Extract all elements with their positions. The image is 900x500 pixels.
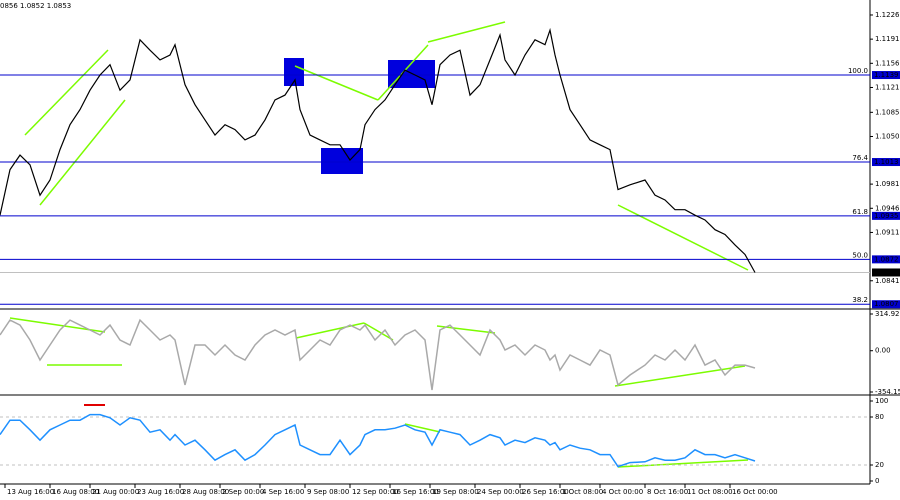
x-tick-label: 16 Aug 08:00 [52, 488, 99, 496]
price-box-label: 1.0853 [874, 268, 899, 276]
price-box [872, 300, 900, 309]
price-box-label: 1.1013 [874, 158, 899, 166]
y-tick-label: 314.9232 [875, 310, 900, 318]
y-tick-label: 1.1156 [875, 59, 900, 67]
series-line [0, 318, 756, 391]
series-line [0, 27, 756, 273]
series-line [0, 413, 756, 468]
price-box-label: 1.0935 [874, 212, 899, 220]
level-label: 76.4 [852, 154, 868, 162]
trend-line [294, 65, 379, 101]
price-box [872, 211, 900, 220]
y-tick-label: 100 [875, 397, 888, 405]
trend-line [404, 423, 441, 433]
x-tick-label: 4 Sep 16:00 [262, 488, 304, 496]
trend-line [617, 459, 749, 468]
y-tick-label: 1.0981 [875, 180, 900, 188]
x-tick-label: 23 Aug 16:00 [137, 488, 184, 496]
y-tick-label: 1.1191 [875, 35, 900, 43]
trend-line [295, 322, 365, 339]
frames [0, 0, 900, 485]
price-box-label: 1.0872 [874, 255, 899, 263]
price-box-label: 1.0807 [874, 300, 899, 308]
x-tick-label: 8 Oct 16:00 [647, 488, 688, 496]
level-label: 61.8 [852, 208, 868, 216]
y-tick-label: 1.0911 [875, 228, 900, 236]
trend-line [614, 365, 746, 387]
y-tick-label: 1.1085 [875, 108, 900, 116]
level-label: 50.0 [852, 251, 868, 259]
level-label: 38.2 [852, 296, 868, 304]
header-text: 0856 1.0852 1.0853 [0, 2, 71, 10]
trend-line [24, 49, 109, 136]
y-tick-label: 20 [875, 461, 884, 469]
x-tick-label: 16 Sep 16:00 [392, 488, 439, 496]
x-tick-label: 16 Oct 00:00 [732, 488, 778, 496]
x-tick-label: 12 Sep 00:00 [352, 488, 399, 496]
trend-line [363, 322, 394, 341]
y-tick-label: -354.159 [875, 388, 900, 396]
zone-box [284, 58, 304, 86]
x-tick-label: 21 Aug 00:00 [92, 488, 139, 496]
price-box [872, 71, 900, 80]
x-tick-label: 19 Sep 08:00 [432, 488, 479, 496]
price-box [872, 268, 900, 277]
price-box [872, 158, 900, 167]
zone-box [321, 148, 363, 174]
y-tick-label: 1.1121 [875, 83, 900, 91]
price-box [872, 255, 900, 264]
y-tick-label: 1.0841 [875, 277, 900, 285]
y-tick-label: 0 [875, 477, 879, 485]
trend-line [39, 99, 126, 206]
trend-line [427, 21, 506, 43]
y-tick-label: 1.0946 [875, 204, 900, 212]
y-tick-label: 0.00 [875, 347, 891, 355]
x-tick-label: 24 Sep 00:00 [477, 488, 524, 496]
x-tick-label: 26 Sep 16:00 [522, 488, 569, 496]
x-tick-label: 28 Aug 08:00 [182, 488, 229, 496]
y-tick-label: 1.1050 [875, 132, 900, 140]
x-tick-label: 1 Oct 08:00 [562, 488, 603, 496]
x-tick-label: 2 Sep 00:00 [222, 488, 264, 496]
y-tick-label: 80 [875, 413, 884, 421]
price-box-label: 1.1139 [874, 71, 899, 79]
x-tick-label: 4 Oct 00:00 [602, 488, 643, 496]
x-tick-label: 11 Oct 08:00 [687, 488, 733, 496]
level-label: 100.0 [848, 67, 868, 75]
x-tick-label: 13 Aug 16:00 [7, 488, 54, 496]
x-tick-label: 9 Sep 08:00 [307, 488, 349, 496]
y-tick-label: 1.1226 [875, 11, 900, 19]
